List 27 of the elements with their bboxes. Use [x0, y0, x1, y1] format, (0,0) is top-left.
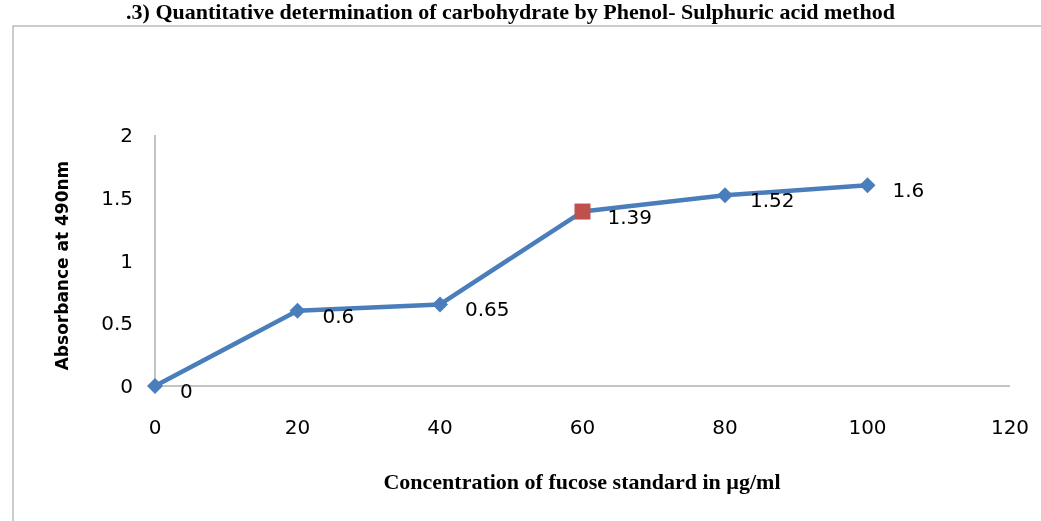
- y-tick-label: 2: [120, 123, 133, 147]
- point: [574, 203, 591, 220]
- y-tick-label: 0: [120, 374, 133, 398]
- y-axis-title: Absorbance at 490nm: [52, 160, 72, 371]
- point: [289, 302, 306, 319]
- data-label: 0.65: [465, 297, 510, 322]
- point: [432, 296, 448, 313]
- x-tick-label: 0: [148, 415, 162, 439]
- x-axis-title: Concentration of fucose standard in µg/ml: [383, 469, 781, 494]
- x-tick-label: 20: [284, 415, 311, 439]
- x-tick-label: 100: [848, 415, 887, 439]
- point: [859, 177, 876, 194]
- data-label: 0.6: [322, 303, 355, 328]
- point: [147, 378, 163, 394]
- data-label: 1.6: [892, 178, 925, 203]
- chart-title: .3) Quantitative determination of carbohydrate by Phenol- Sulphuric acid method: [126, 0, 895, 24]
- data-label: 1.39: [607, 204, 653, 229]
- x-tick-label: 80: [712, 415, 738, 439]
- y-tick-label: 1.5: [101, 185, 133, 210]
- point: [717, 187, 733, 204]
- x-tick-label: 120: [990, 415, 1030, 439]
- x-tick-label: 40: [427, 415, 453, 439]
- y-tick-label: 1: [120, 248, 133, 273]
- data-label: 1.52: [750, 188, 795, 213]
- x-tick-label: 60: [569, 415, 596, 439]
- data-label: 0: [180, 379, 193, 403]
- y-tick-label: 0.5: [101, 311, 133, 336]
